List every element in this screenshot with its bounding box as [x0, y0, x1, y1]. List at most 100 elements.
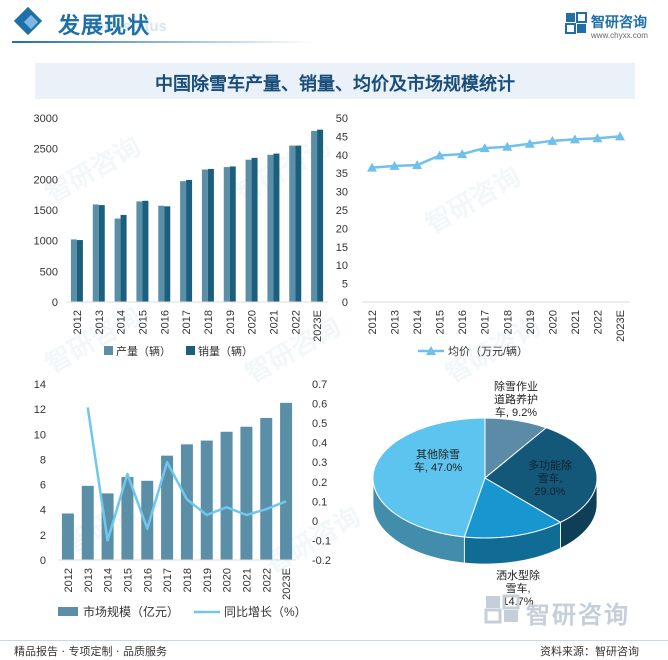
x-tick-label: 2021 [570, 310, 582, 334]
bar-market-size [101, 493, 114, 560]
banner-title: 中国除雪车产量、销量、均价及市场规模统计 [155, 74, 515, 95]
x-tick-label: 2015 [122, 568, 134, 592]
y2-tick-label: 0.7 [312, 379, 327, 391]
x-tick-label: 2015 [435, 310, 447, 334]
x-tick-label: 2018 [182, 568, 194, 592]
price-marker [412, 160, 423, 170]
legend-label-sales: 销量（辆） [198, 344, 253, 358]
x-tick-label: 2012 [72, 310, 84, 334]
bar-sales [295, 145, 302, 302]
bar-sales [229, 166, 236, 302]
pie-label-slice-3: 其他除雪 车, 47.0% [413, 449, 463, 474]
x-tick-label: 2021 [268, 310, 280, 334]
y-tick-label: 35 [336, 168, 348, 180]
x-tick-label: 2013 [390, 310, 402, 334]
header-underline [12, 41, 312, 43]
pie-slice-1 [484, 427, 598, 523]
y-tick-label: 10 [336, 260, 348, 272]
x-tick-label: 2019 [202, 568, 214, 592]
x-tick-label: 2019 [225, 310, 237, 334]
bar-sales [251, 157, 258, 302]
x-tick-label: 2014 [103, 568, 115, 592]
y2-tick-label: -0.1 [312, 535, 331, 547]
bar-production [245, 159, 252, 302]
bar-production [158, 205, 165, 302]
y-tick-label: 0 [40, 555, 46, 567]
price-marker [547, 135, 558, 145]
production-sales-chart: 0 500 1000 1500 2000 2500 3000 2012 2013 2014 2015… [34, 113, 328, 358]
footer-slogan: 精品报告 · 专项定制 · 品质服务 [14, 645, 167, 658]
legend-label-production: 产量（辆） [116, 344, 171, 358]
x-tick-label: 2019 [525, 310, 537, 334]
bar-sales [76, 240, 83, 302]
bar-sales [164, 206, 171, 302]
product-share-pie-chart [372, 417, 598, 565]
price-marker [479, 143, 490, 153]
price-marker [389, 160, 400, 170]
bar-production [289, 145, 296, 302]
bar-sales [142, 200, 149, 302]
price-marker [524, 138, 535, 148]
pie-slice-2 [463, 477, 562, 539]
bar-sales [186, 179, 193, 302]
bar-market-size [61, 513, 74, 560]
price-marker [615, 131, 625, 141]
x-tick-label: 2018 [502, 310, 514, 334]
y-tick-label: 12 [34, 404, 46, 416]
chart-banner: 中国除雪车产量、销量、均价及市场规模统计 [35, 63, 635, 99]
price-marker [502, 141, 513, 151]
page-title: 发展现状 [58, 14, 151, 39]
bar-production [201, 169, 208, 302]
footer-source: 资料来源：智研咨询 [540, 645, 639, 658]
brand-url: www.chyxx.com [591, 31, 648, 40]
price-marker [569, 134, 580, 144]
y-tick-label: 8 [40, 454, 46, 466]
y-tick-label: 15 [336, 242, 348, 254]
y-tick-label: 0 [342, 297, 348, 309]
x-tick-label: 2016 [159, 310, 171, 334]
y2-tick-label: 0.6 [312, 399, 327, 411]
y-tick-label: 5 [342, 279, 348, 291]
y2-tick-label: 0.4 [312, 438, 327, 450]
x-tick-label: 2016 [142, 568, 154, 592]
legend-label-market-size: 市场规模（亿元） [83, 604, 179, 619]
x-tick-label: 2017 [162, 568, 174, 592]
x-tick-label: 2013 [83, 568, 95, 592]
x-tick-label: 2014 [412, 310, 424, 334]
market-size-chart: 0 2 4 6 8 10 12 14 -0.2 -0.1 0 0.1 0.2 0.3 0.4 0.5 0.6 0.… [34, 379, 331, 619]
y2-tick-label: 0.1 [312, 496, 327, 508]
y-tick-label: 1500 [34, 205, 58, 217]
bar-market-size [280, 402, 293, 560]
footer-divider [0, 640, 668, 641]
x-tick-label: 2022 [592, 310, 604, 334]
x-tick-label: 2023E [615, 310, 627, 342]
bar-production [311, 130, 318, 302]
x-tick-label: 2023E [312, 310, 324, 342]
bar-market-size [260, 417, 273, 560]
bar-market-size [121, 477, 134, 560]
bar-market-size [161, 455, 174, 560]
y-tick-label: 6 [40, 480, 46, 492]
y-tick-label: 2500 [34, 144, 58, 156]
x-tick-label: 2016 [457, 310, 469, 334]
x-tick-label: 2014 [116, 310, 128, 334]
y2-tick-label: 0.5 [312, 418, 327, 430]
legend-label-growth: 同比增长（%） [224, 605, 307, 619]
bar-sales [317, 129, 324, 302]
x-tick-label: 2017 [480, 310, 492, 334]
price-marker [457, 149, 468, 159]
pie-label-slice-0: 除雪作业 道路养护 车, 9.2% [494, 381, 538, 419]
x-tick-label: 2020 [547, 310, 559, 334]
x-tick-label: 2022 [290, 310, 302, 334]
x-tick-label: 2015 [137, 310, 149, 334]
bar-production [136, 201, 143, 302]
bar-production [70, 239, 77, 302]
y-tick-label: 14 [34, 379, 46, 391]
y-tick-label: 1000 [34, 236, 58, 248]
y-tick-label: 25 [336, 205, 348, 217]
bar-sales [120, 214, 127, 302]
legend-swatch-sales [186, 346, 195, 355]
y-tick-label: 30 [336, 187, 348, 199]
bar-market-size [141, 480, 154, 560]
y2-tick-label: 0 [312, 516, 318, 528]
